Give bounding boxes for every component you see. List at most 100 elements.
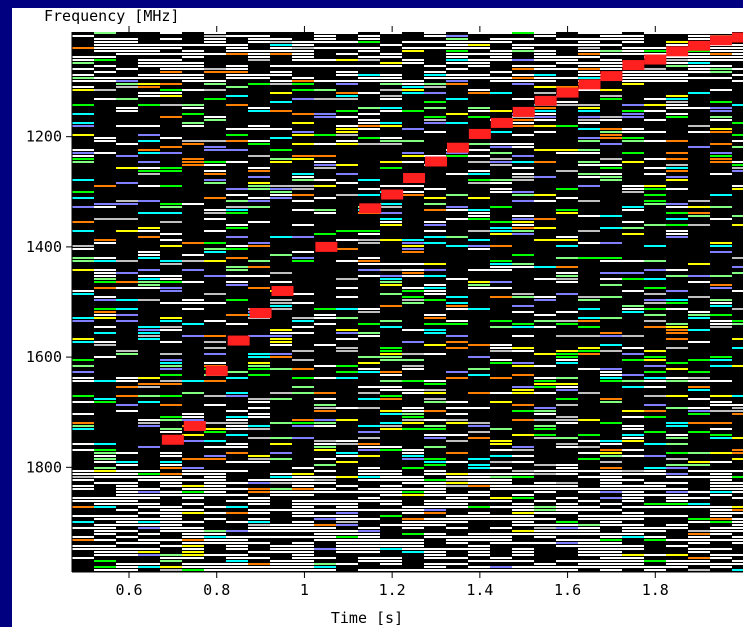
heatmap-cell: [116, 203, 138, 205]
heatmap-cell: [204, 170, 226, 172]
heatmap-cell: [94, 497, 116, 499]
heatmap-cell: [468, 533, 490, 535]
heatmap-cell: [688, 317, 710, 319]
heatmap-cell: [292, 224, 314, 226]
heatmap-cell: [182, 467, 204, 469]
heatmap-cell: [578, 446, 600, 448]
heatmap-cell: [248, 488, 270, 490]
heatmap-cell: [314, 548, 336, 550]
heatmap-cell: [512, 77, 534, 79]
heatmap-cell: [490, 53, 512, 55]
heatmap-cell: [226, 245, 248, 247]
heatmap-cell: [402, 380, 424, 382]
heatmap-cell: [468, 218, 490, 220]
signal-cell: [710, 35, 733, 46]
heatmap-cell: [490, 56, 512, 58]
heatmap-cell: [336, 164, 358, 166]
heatmap-cell: [644, 278, 666, 280]
heatmap-cell: [94, 317, 116, 319]
heatmap-cell: [138, 86, 160, 88]
heatmap-cell: [468, 368, 490, 370]
heatmap-cell: [534, 44, 556, 46]
heatmap-cell: [314, 410, 336, 412]
signal-cell: [359, 203, 382, 214]
heatmap-cell: [226, 461, 248, 463]
heatmap-cell: [138, 74, 160, 76]
heatmap-cell: [336, 80, 358, 82]
heatmap-cell: [72, 89, 94, 91]
heatmap-cell: [204, 491, 226, 493]
heatmap-cell: [468, 407, 490, 409]
heatmap-cell: [248, 455, 270, 457]
heatmap-cell: [732, 560, 743, 562]
heatmap-cell: [270, 353, 292, 355]
heatmap-cell: [600, 491, 622, 493]
heatmap-cell: [732, 224, 743, 226]
heatmap-cell: [336, 173, 358, 175]
heatmap-cell: [490, 110, 512, 112]
heatmap-cell: [666, 362, 688, 364]
heatmap-cell: [182, 77, 204, 79]
heatmap-cell: [578, 200, 600, 202]
heatmap-cell: [710, 422, 732, 424]
heatmap-cell: [446, 68, 468, 70]
heatmap-cell: [468, 47, 490, 49]
heatmap-cell: [666, 206, 688, 208]
heatmap-cell: [556, 386, 578, 388]
heatmap-cell: [622, 260, 644, 262]
heatmap-cell: [204, 488, 226, 490]
heatmap-cell: [534, 392, 556, 394]
heatmap-cell: [402, 413, 424, 415]
heatmap-cell: [226, 284, 248, 286]
heatmap-cell: [358, 311, 380, 313]
heatmap-layer: [72, 32, 743, 572]
heatmap-cell: [578, 563, 600, 565]
heatmap-cell: [446, 74, 468, 76]
heatmap-cell: [600, 455, 622, 457]
heatmap-cell: [138, 512, 160, 514]
heatmap-cell: [446, 305, 468, 307]
heatmap-cell: [72, 521, 94, 523]
heatmap-cell: [116, 464, 138, 466]
heatmap-cell: [468, 209, 490, 211]
heatmap-cell: [358, 371, 380, 373]
heatmap-cell: [622, 533, 644, 535]
heatmap-cell: [644, 293, 666, 295]
heatmap-cell: [512, 548, 534, 550]
heatmap-cell: [160, 233, 182, 235]
heatmap-cell: [534, 485, 556, 487]
heatmap-cell: [380, 347, 402, 349]
heatmap-cell: [534, 464, 556, 466]
heatmap-cell: [446, 296, 468, 298]
heatmap-cell: [204, 533, 226, 535]
heatmap-cell: [204, 89, 226, 91]
heatmap-cell: [512, 227, 534, 229]
heatmap-cell: [512, 305, 534, 307]
heatmap-cell: [292, 479, 314, 481]
heatmap-cell: [490, 266, 512, 268]
heatmap-cell: [182, 299, 204, 301]
heatmap-cell: [732, 53, 743, 55]
heatmap-cell: [710, 47, 732, 49]
heatmap-cell: [578, 32, 600, 34]
heatmap-cell: [248, 59, 270, 61]
heatmap-cell: [226, 530, 248, 532]
heatmap-cell: [600, 485, 622, 487]
heatmap-cell: [446, 527, 468, 529]
heatmap-cell: [446, 503, 468, 505]
heatmap-cell: [534, 407, 556, 409]
signal-cell: [249, 308, 272, 319]
heatmap-cell: [424, 398, 446, 400]
signal-cell: [666, 46, 689, 57]
heatmap-cell: [446, 371, 468, 373]
heatmap-cell: [644, 314, 666, 316]
heatmap-cell: [424, 557, 446, 559]
heatmap-cell: [116, 461, 138, 463]
heatmap-cell: [490, 77, 512, 79]
heatmap-cell: [534, 386, 556, 388]
heatmap-cell: [688, 563, 710, 565]
heatmap-cell: [72, 401, 94, 403]
heatmap-cell: [688, 491, 710, 493]
heatmap-cell: [358, 470, 380, 472]
heatmap-cell: [666, 56, 688, 58]
